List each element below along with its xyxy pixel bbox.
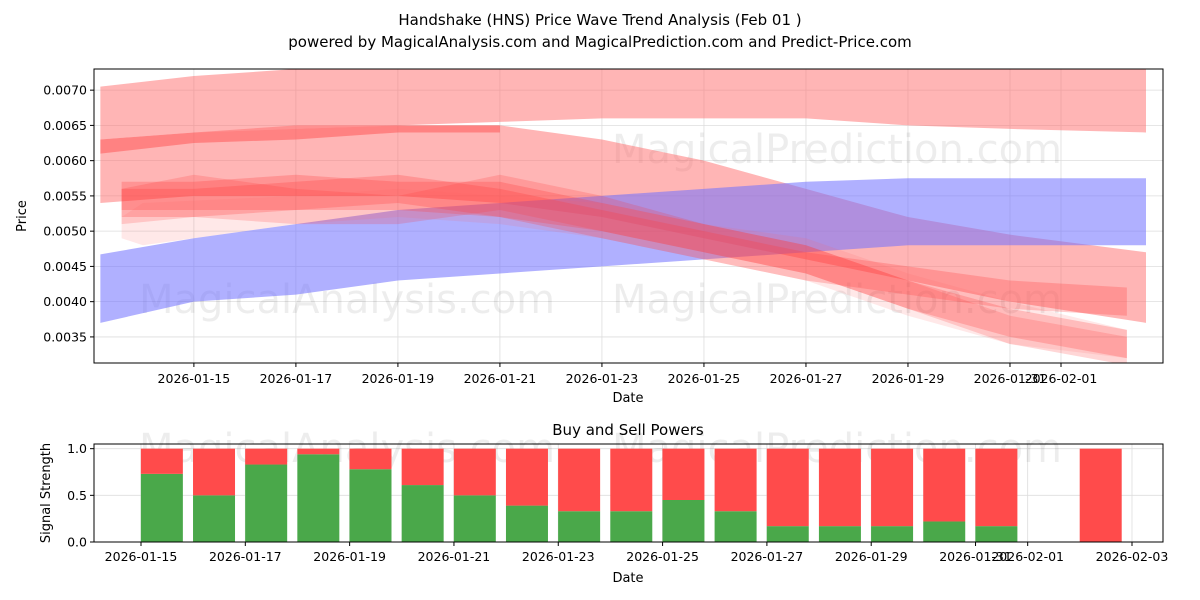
x-tick-label: 2026-02-01 [991,549,1064,564]
y-tick-label: 0.5 [67,488,87,503]
x-tick-label: 2026-02-03 [1096,549,1169,564]
y-tick-label: 0.0 [67,535,87,550]
sell-bar [766,448,809,527]
sell-bar [871,448,914,527]
y-tick-label: 0.0050 [43,224,87,239]
band-upper-wave [100,69,1146,140]
x-tick-label: 2026-01-19 [362,371,435,386]
y-tick-label: 0.0070 [43,83,87,98]
buy-bar [140,473,183,542]
sell-bar [558,448,601,512]
y-tick-label: 0.0055 [43,188,87,203]
sell-bar [975,448,1018,527]
x-tick-label: 2026-01-15 [105,549,178,564]
sell-bar [453,448,496,496]
band-cluster-3 [121,174,1127,363]
sell-bar [610,448,653,512]
band-cluster-4 [121,188,1127,359]
x-tick-label: 2026-01-23 [566,371,639,386]
chart-subtitle: powered by MagicalAnalysis.com and Magic… [288,33,912,51]
y-tick-label: 0.0065 [43,118,87,133]
sell-bar [818,448,861,527]
buy-bar [766,526,809,542]
band-short-wave [100,125,500,154]
chart-title: Handshake (HNS) Price Wave Trend Analysi… [398,11,801,29]
buy-bar [349,469,392,542]
x-tick-label: 2026-01-21 [418,549,491,564]
buy-bar [453,495,496,542]
buy-bar [871,526,914,542]
sell-bar [140,448,183,474]
buy-bar [558,511,601,542]
bar-chart-title: Buy and Sell Powers [552,421,704,439]
x-tick-label: 2026-01-15 [158,371,231,386]
plot-frame [93,443,1164,543]
buy-bar [923,521,966,542]
x-tick-label: 2026-01-21 [464,371,537,386]
sell-bar [245,448,288,465]
sell-bar [297,448,340,455]
sell-bar [662,448,705,500]
sell-bar [349,448,392,470]
sell-bar [714,448,757,512]
y-tick-label: 1.0 [67,441,87,456]
y-tick-label: 0.0060 [43,153,87,168]
y-tick-label: 0.0035 [43,329,87,344]
x-tick-label: 2026-01-19 [313,549,386,564]
x-tick-label: 2026-02-01 [1025,371,1098,386]
y-tick-label: 0.0040 [43,294,87,309]
x-tick-label: 2026-01-17 [209,549,282,564]
sell-bar [401,448,444,486]
x-tick-label: 2026-01-25 [668,371,741,386]
band-blue-wave [100,178,1146,323]
sell-bar [505,448,548,506]
buy-bar [245,464,288,542]
y-tick-label: 0.0045 [43,259,87,274]
buy-bar [818,526,861,542]
x-tick-label: 2026-01-31 [939,549,1012,564]
bands [100,69,1146,363]
x-tick-label: 2026-01-17 [260,371,333,386]
band-falling-wave [100,125,1146,323]
buy-bar [714,511,757,542]
x-tick-label: 2026-01-25 [626,549,699,564]
x-tick-label: 2026-01-23 [522,549,595,564]
sell-bar [1079,448,1122,542]
sell-bar [193,448,236,496]
band-cluster-1 [121,174,1127,359]
x-axis-label: Date [612,391,643,406]
buy-bar [505,505,548,542]
buy-bar [297,454,340,542]
band-cluster-2 [121,174,1127,316]
x-tick-label: 2026-01-29 [835,549,908,564]
bar-y-axis-label: Signal Strength [39,443,54,543]
buy-bar [193,495,236,542]
buy-bar [975,526,1018,542]
plot-frame [93,68,1164,364]
buy-bar [401,485,444,542]
x-tick-label: 2026-01-31 [974,371,1047,386]
buy-bar [610,511,653,542]
bar-x-axis-label: Date [612,571,643,586]
buy-bar [662,500,705,542]
x-tick-label: 2026-01-27 [770,371,843,386]
x-tick-label: 2026-01-29 [872,371,945,386]
sell-bar [923,448,966,522]
y-axis-label: Price [15,200,30,232]
x-tick-label: 2026-01-27 [731,549,804,564]
